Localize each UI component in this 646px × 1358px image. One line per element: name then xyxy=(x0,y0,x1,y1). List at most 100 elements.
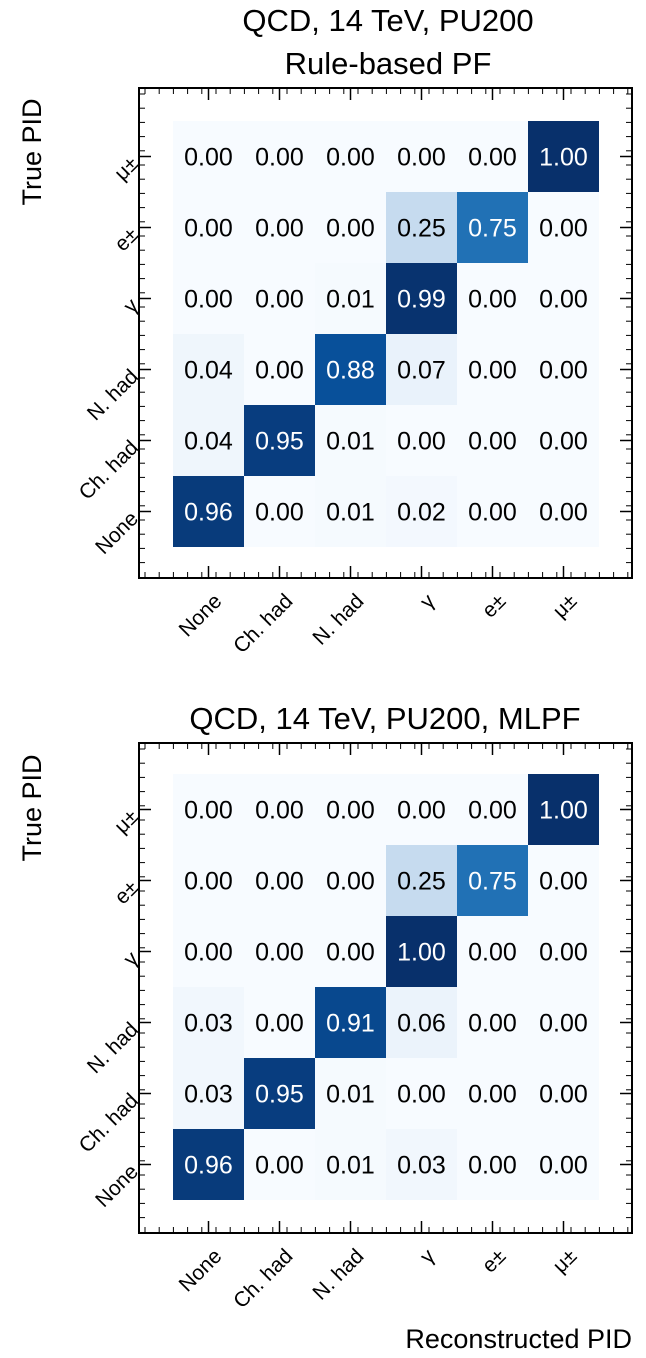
cell-value-label: 0.95 xyxy=(255,428,304,456)
heatmap-cell xyxy=(173,121,244,192)
cell-value-label: 0.02 xyxy=(397,499,446,527)
heatmap-cell xyxy=(528,263,599,334)
cell-value-label: 0.88 xyxy=(326,357,375,385)
heatmap-cell xyxy=(315,774,386,845)
cell-value-label: 1.00 xyxy=(539,797,588,825)
heatmap-cell xyxy=(528,774,599,845)
cell-value-label: 0.00 xyxy=(255,1010,304,1038)
heatmap-cell xyxy=(386,192,457,263)
heatmap-cell xyxy=(528,1129,599,1200)
x-tick-label: N. had xyxy=(308,590,368,650)
cell-value-label: 0.00 xyxy=(468,428,517,456)
cell-value-label: 0.00 xyxy=(539,1152,588,1180)
heatmap-cell xyxy=(528,1058,599,1129)
heatmap-cell xyxy=(315,476,386,547)
x-tick-label: Ch. had xyxy=(229,590,297,658)
cell-value-label: 0.95 xyxy=(255,1081,304,1109)
heatmap-cell xyxy=(244,1058,315,1129)
heatmap-cell xyxy=(386,334,457,405)
panel-1-heatmap-cells: 0.96 0.00 0.01 0.02 0.00 0.00 0.04 0.95 0.01 0.00… xyxy=(173,121,599,547)
heatmap-cell xyxy=(386,263,457,334)
heatmap-cell xyxy=(173,1058,244,1129)
cell-value-label: 0.00 xyxy=(255,939,304,967)
heatmap-cell xyxy=(244,476,315,547)
cell-value-label: 0.00 xyxy=(184,215,233,243)
heatmap-cell xyxy=(173,405,244,476)
y-tick-label: Ch. had xyxy=(75,1089,143,1157)
panel-2-x-axis-label: Reconstructed PID xyxy=(405,1324,632,1354)
heatmap-cell xyxy=(244,263,315,334)
heatmap-cell xyxy=(386,987,457,1058)
x-tick-label: None xyxy=(175,590,227,642)
cell-value-label: 0.00 xyxy=(468,1010,517,1038)
cell-value-label: 0.91 xyxy=(326,1010,375,1038)
y-tick-label: None xyxy=(91,1160,143,1212)
y-tick-label: μ± xyxy=(110,805,143,838)
heatmap-cell xyxy=(386,1129,457,1200)
panel-2-x-tick-labels: None Ch. had N. had γ e± μ± xyxy=(175,1244,582,1313)
cell-value-label: 0.00 xyxy=(255,144,304,172)
cell-value-label: 0.25 xyxy=(397,868,446,896)
heatmap-cell xyxy=(528,192,599,263)
cell-value-label: 0.00 xyxy=(326,868,375,896)
cell-value-label: 0.00 xyxy=(255,868,304,896)
heatmap-cell xyxy=(386,476,457,547)
cell-value-label: 0.03 xyxy=(184,1081,233,1109)
heatmap-cell xyxy=(528,916,599,987)
panel-1-subtitle: Rule-based PF xyxy=(285,46,492,81)
y-tick-label: N. had xyxy=(83,1018,143,1078)
heatmap-cell xyxy=(457,987,528,1058)
cell-value-label: 0.00 xyxy=(468,939,517,967)
heatmap-cell xyxy=(386,405,457,476)
cell-value-label: 0.00 xyxy=(397,428,446,456)
heatmap-cell xyxy=(244,1129,315,1200)
cell-value-label: 0.25 xyxy=(397,215,446,243)
panel-2-title: QCD, 14 TeV, PU200, MLPF xyxy=(189,701,580,736)
heatmap-cell xyxy=(386,845,457,916)
cell-value-label: 0.04 xyxy=(184,428,233,456)
cell-value-label: 0.75 xyxy=(468,868,517,896)
heatmap-cell xyxy=(315,405,386,476)
heatmap-cell xyxy=(386,916,457,987)
cell-value-label: 1.00 xyxy=(539,144,588,172)
heatmap-cell xyxy=(528,476,599,547)
heatmap-cell xyxy=(244,334,315,405)
heatmap-cell xyxy=(386,774,457,845)
cell-value-label: 0.00 xyxy=(184,286,233,314)
panel-1-title: QCD, 14 TeV, PU200 xyxy=(242,3,533,38)
y-tick-label: Ch. had xyxy=(75,436,143,504)
heatmap-cell xyxy=(457,1129,528,1200)
cell-value-label: 0.00 xyxy=(539,499,588,527)
cell-value-label: 0.00 xyxy=(468,797,517,825)
heatmap-cell xyxy=(244,845,315,916)
heatmap-cell xyxy=(173,1129,244,1200)
heatmap-cell xyxy=(457,916,528,987)
cell-value-label: 0.04 xyxy=(184,357,233,385)
cell-value-label: 0.00 xyxy=(255,286,304,314)
heatmap-cell xyxy=(173,263,244,334)
cell-value-label: 0.00 xyxy=(326,797,375,825)
heatmap-cell xyxy=(173,987,244,1058)
heatmap-cell xyxy=(173,845,244,916)
cell-value-label: 0.07 xyxy=(397,357,446,385)
heatmap-cell xyxy=(244,405,315,476)
cell-value-label: 0.96 xyxy=(184,499,233,527)
cell-value-label: 0.03 xyxy=(184,1010,233,1038)
cell-value-label: 0.00 xyxy=(539,215,588,243)
x-tick-label: γ xyxy=(416,589,440,613)
cell-value-label: 0.00 xyxy=(184,939,233,967)
cell-value-label: 0.00 xyxy=(184,144,233,172)
cell-value-label: 0.00 xyxy=(468,286,517,314)
cell-value-label: 0.00 xyxy=(255,1152,304,1180)
cell-value-label: 0.01 xyxy=(326,499,375,527)
cell-value-label: 0.00 xyxy=(326,939,375,967)
cell-value-label: 0.01 xyxy=(326,428,375,456)
panel-2-plot-frame xyxy=(138,742,633,1234)
cell-value-label: 0.00 xyxy=(397,1081,446,1109)
panel-1-x-tick-labels: None Ch. had N. had γ e± μ± xyxy=(175,589,582,658)
cell-value-label: 0.00 xyxy=(539,357,588,385)
cell-value-label: 0.00 xyxy=(468,357,517,385)
heatmap-cell xyxy=(315,263,386,334)
heatmap-cell xyxy=(244,987,315,1058)
